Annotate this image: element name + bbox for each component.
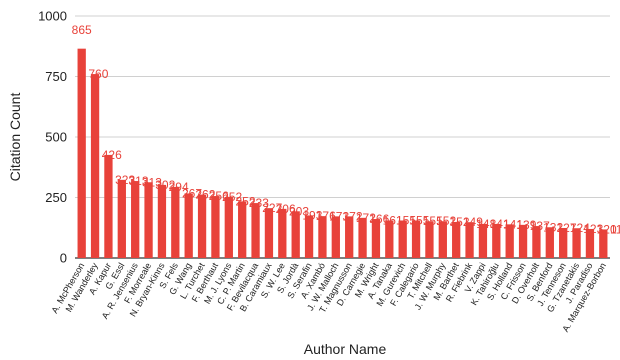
data-label: 203 [289, 204, 309, 218]
bar [425, 221, 434, 258]
data-label: 262 [195, 188, 215, 202]
bar [278, 208, 287, 258]
data-label: 256 [209, 189, 229, 203]
bar [358, 217, 367, 258]
data-label: 323 [115, 173, 135, 187]
bar [77, 48, 86, 258]
y-axis-ticks: 0 250 500 750 1000 [38, 9, 67, 266]
bar [157, 184, 167, 258]
bar [559, 227, 568, 258]
bar [385, 220, 394, 258]
bar [238, 201, 247, 258]
bar [251, 203, 260, 258]
data-label: 141 [503, 217, 523, 231]
bar [505, 224, 514, 258]
data-label: 127 [557, 221, 577, 235]
bar [452, 221, 461, 258]
data-label: 118 [610, 222, 620, 236]
data-label: 155 [409, 213, 429, 227]
bar [304, 215, 314, 258]
data-label: 172 [356, 211, 376, 225]
y-tick-label: 750 [45, 69, 67, 84]
data-label: 155 [423, 214, 443, 228]
bar [518, 224, 528, 258]
data-label: 173 [329, 209, 349, 223]
bar [224, 197, 233, 258]
data-label: 252 [236, 194, 256, 208]
y-tick-label: 0 [60, 251, 67, 266]
data-label: 139 [516, 218, 536, 232]
data-label: 865 [72, 23, 92, 37]
data-label: 161 [383, 213, 403, 227]
bar [465, 222, 474, 258]
data-label: 176 [316, 209, 336, 223]
x-axis-title: Author Name [304, 341, 387, 357]
bar [572, 228, 581, 258]
bar [131, 181, 140, 258]
bar [211, 196, 220, 258]
bar [318, 216, 327, 258]
data-label: 137 [530, 219, 550, 233]
y-axis-title: Citation Count [7, 93, 23, 182]
data-label: 132 [543, 220, 563, 234]
bar [264, 208, 274, 258]
bar [345, 216, 354, 258]
bar [492, 223, 501, 258]
data-label: 123 [583, 222, 603, 236]
data-label: 152 [450, 215, 470, 229]
data-label: 193 [302, 208, 322, 222]
bar [331, 216, 340, 258]
data-label: 155 [396, 213, 416, 227]
bar [398, 220, 407, 258]
bar [184, 193, 193, 258]
data-label: 166 [369, 212, 389, 226]
bar [117, 179, 126, 258]
bar [171, 186, 180, 258]
bar [104, 154, 113, 258]
bar [411, 220, 421, 258]
data-label: 206 [276, 202, 296, 216]
data-label: 252 [222, 190, 242, 204]
bar [371, 219, 381, 258]
bar [197, 194, 207, 258]
bar [585, 228, 595, 258]
data-label: 172 [343, 209, 363, 223]
bar [90, 74, 100, 258]
bar [532, 226, 541, 258]
data-label: 141 [490, 217, 510, 231]
data-label: 227 [262, 201, 282, 215]
data-label: 313 [129, 174, 149, 188]
data-label: 313 [142, 175, 162, 189]
data-labels: 8657604263233133133022942672622562522522… [72, 23, 620, 236]
bars [77, 48, 608, 258]
data-label: 152 [436, 214, 456, 228]
data-label: 120 [597, 222, 617, 236]
data-label: 149 [463, 215, 483, 229]
bar [599, 229, 608, 258]
data-label: 426 [102, 148, 122, 162]
data-label: 267 [182, 186, 202, 200]
y-tick-label: 250 [45, 190, 67, 205]
data-label: 124 [570, 221, 590, 235]
bar [144, 182, 153, 258]
y-tick-label: 1000 [38, 9, 67, 24]
bar [438, 221, 447, 258]
data-label: 233 [249, 196, 269, 210]
bar [291, 211, 300, 258]
data-label: 294 [169, 180, 189, 194]
data-label: 148 [476, 217, 496, 231]
y-tick-label: 500 [45, 130, 67, 145]
data-label: 302 [155, 178, 175, 192]
data-label: 760 [88, 67, 108, 81]
bar [545, 227, 554, 258]
bar [478, 223, 488, 258]
